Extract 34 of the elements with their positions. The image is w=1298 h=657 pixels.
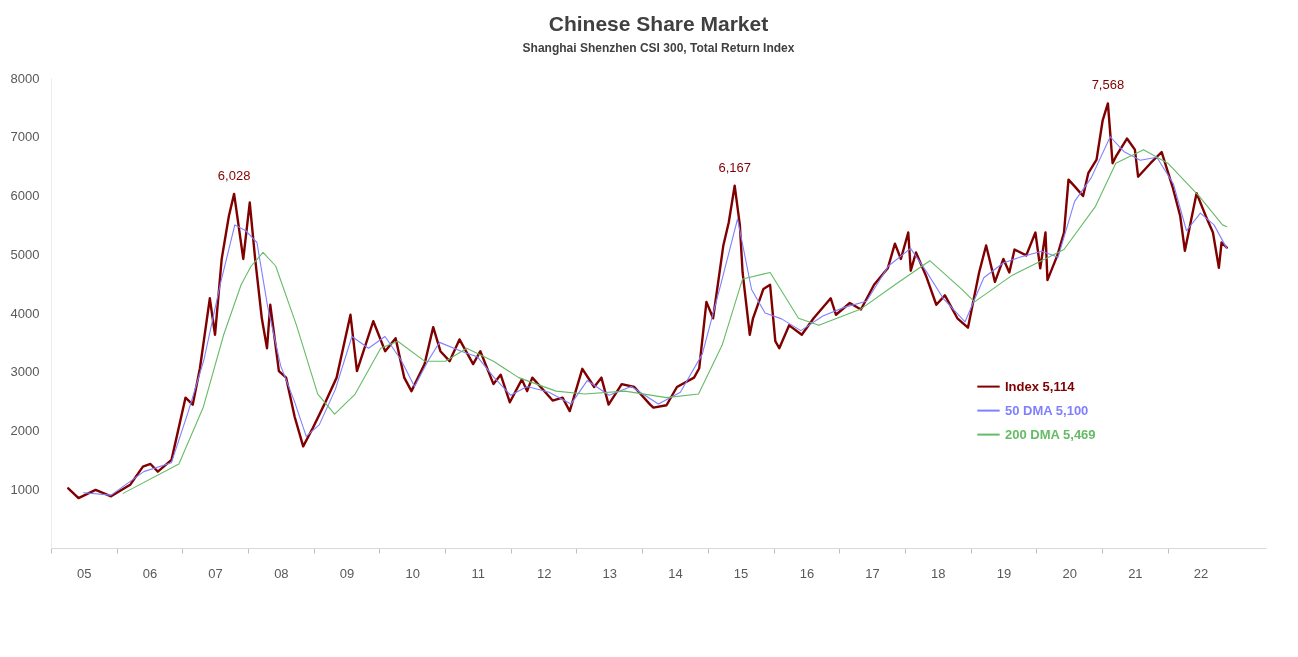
- x-tick-label: 19: [996, 565, 1012, 581]
- x-tick-label: 22: [1193, 565, 1209, 581]
- y-tick-label: 3000: [10, 364, 40, 380]
- x-tick-label: 14: [668, 565, 683, 581]
- y-tick-label: 6000: [10, 188, 40, 203]
- x-tick-label: 09: [339, 565, 355, 581]
- x-tick-label: 17: [865, 565, 880, 581]
- annotation: 6,167: [718, 159, 751, 175]
- x-tick-label: 06: [142, 565, 158, 581]
- chart-subtitle: Shanghai Shenzhen CSI 300, Total Return Index: [522, 41, 795, 55]
- x-tick-label: 11: [471, 565, 486, 581]
- annotation: 7,568: [1091, 77, 1125, 93]
- chart-title: Chinese Share Market: [548, 12, 769, 35]
- legend-label: Index 5,114: [1005, 378, 1076, 394]
- y-tick-label: 1000: [10, 481, 40, 497]
- y-tick-label: 5000: [10, 246, 40, 262]
- y-tick-label: 7000: [10, 129, 40, 145]
- annotation: 6,028: [217, 167, 251, 183]
- x-tick-label: 10: [405, 565, 420, 581]
- y-tick-label: 2000: [10, 423, 40, 438]
- y-tick-label: 8000: [10, 70, 40, 86]
- x-tick-label: 12: [536, 565, 552, 581]
- x-tick-label: 15: [733, 565, 749, 581]
- x-tick-label: 20: [1062, 565, 1077, 581]
- x-tick-label: 18: [931, 565, 946, 581]
- legend-label: 50 DMA 5,100: [1005, 402, 1089, 418]
- x-tick-label: 21: [1128, 565, 1143, 581]
- x-tick-label: 16: [799, 565, 815, 581]
- y-tick-label: 4000: [10, 305, 40, 321]
- x-tick-label: 08: [274, 565, 289, 581]
- x-tick-label: 05: [77, 565, 92, 581]
- x-tick-label: 13: [602, 565, 618, 581]
- x-tick-label: 07: [208, 565, 223, 581]
- legend-label: 200 DMA 5,469: [1005, 426, 1096, 442]
